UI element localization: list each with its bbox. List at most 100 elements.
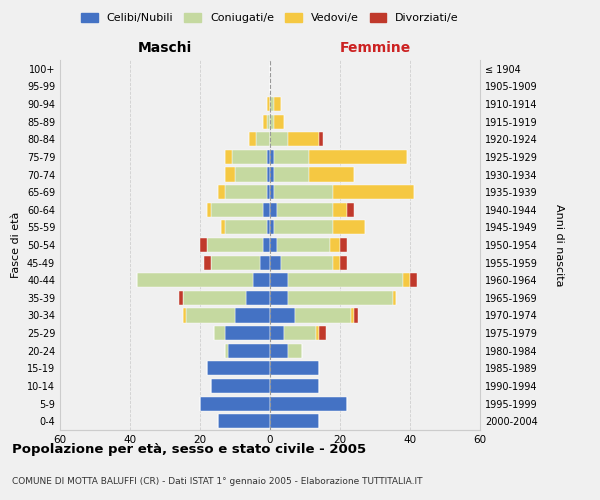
Legend: Celibi/Nubili, Coniugati/e, Vedovi/e, Divorziati/e: Celibi/Nubili, Coniugati/e, Vedovi/e, Di… — [77, 8, 463, 28]
Bar — [270, 291, 287, 305]
Text: Femmine: Femmine — [340, 40, 410, 54]
Bar — [221, 220, 224, 234]
Bar — [256, 132, 270, 146]
Bar — [270, 202, 277, 217]
Bar — [270, 150, 274, 164]
Bar — [340, 256, 347, 270]
Bar — [319, 132, 323, 146]
Bar — [347, 202, 354, 217]
Bar — [354, 308, 358, 322]
Bar — [287, 344, 302, 358]
Bar — [207, 202, 211, 217]
Bar — [270, 326, 284, 340]
Bar — [350, 308, 354, 322]
Bar — [249, 132, 256, 146]
Bar — [266, 114, 270, 128]
Bar — [274, 114, 284, 128]
Bar — [266, 150, 270, 164]
Bar — [274, 97, 281, 111]
Bar — [410, 273, 417, 287]
Bar — [211, 202, 263, 217]
Bar — [277, 238, 329, 252]
Bar — [274, 220, 333, 234]
Bar — [211, 379, 270, 393]
Bar — [200, 238, 207, 252]
Bar — [266, 168, 270, 181]
Bar — [266, 220, 270, 234]
Bar — [403, 273, 410, 287]
Bar — [224, 150, 232, 164]
Bar — [214, 326, 224, 340]
Bar — [207, 362, 270, 376]
Bar — [224, 168, 235, 181]
Bar — [270, 396, 347, 410]
Bar — [270, 114, 274, 128]
Bar — [270, 132, 287, 146]
Bar — [295, 308, 350, 322]
Bar — [137, 273, 253, 287]
Bar — [245, 291, 270, 305]
Bar — [224, 220, 266, 234]
Bar — [270, 344, 287, 358]
Bar — [274, 185, 333, 199]
Bar — [308, 150, 407, 164]
Bar — [270, 379, 319, 393]
Bar — [186, 308, 235, 322]
Bar — [207, 238, 263, 252]
Bar — [319, 326, 326, 340]
Bar — [224, 344, 228, 358]
Bar — [218, 185, 224, 199]
Text: Popolazione per età, sesso e stato civile - 2005: Popolazione per età, sesso e stato civil… — [12, 442, 366, 456]
Bar — [333, 185, 413, 199]
Bar — [270, 273, 287, 287]
Bar — [263, 114, 266, 128]
Bar — [203, 256, 211, 270]
Bar — [200, 396, 270, 410]
Bar — [270, 256, 281, 270]
Bar — [224, 326, 270, 340]
Bar — [274, 150, 308, 164]
Bar — [263, 202, 270, 217]
Bar — [287, 291, 392, 305]
Bar — [270, 168, 274, 181]
Bar — [277, 202, 333, 217]
Bar — [333, 256, 340, 270]
Bar — [179, 291, 182, 305]
Bar — [260, 256, 270, 270]
Bar — [333, 220, 365, 234]
Bar — [270, 185, 274, 199]
Bar — [270, 97, 274, 111]
Bar — [333, 202, 347, 217]
Bar — [287, 273, 403, 287]
Bar — [266, 97, 270, 111]
Bar — [270, 308, 295, 322]
Bar — [329, 238, 340, 252]
Bar — [232, 150, 266, 164]
Bar — [308, 168, 354, 181]
Bar — [182, 291, 245, 305]
Y-axis label: Anni di nascita: Anni di nascita — [554, 204, 565, 286]
Y-axis label: Fasce di età: Fasce di età — [11, 212, 21, 278]
Bar — [235, 168, 266, 181]
Bar — [211, 256, 260, 270]
Text: Maschi: Maschi — [138, 40, 192, 54]
Bar — [287, 132, 319, 146]
Bar — [274, 168, 308, 181]
Bar — [284, 326, 316, 340]
Bar — [218, 414, 270, 428]
Bar — [266, 185, 270, 199]
Bar — [182, 308, 186, 322]
Bar — [235, 308, 270, 322]
Bar — [316, 326, 319, 340]
Bar — [263, 238, 270, 252]
Bar — [270, 220, 274, 234]
Bar — [270, 414, 319, 428]
Bar — [224, 185, 266, 199]
Text: COMUNE DI MOTTA BALUFFI (CR) - Dati ISTAT 1° gennaio 2005 - Elaborazione TUTTITA: COMUNE DI MOTTA BALUFFI (CR) - Dati ISTA… — [12, 476, 422, 486]
Bar — [270, 362, 319, 376]
Bar — [228, 344, 270, 358]
Bar — [281, 256, 333, 270]
Bar — [253, 273, 270, 287]
Bar — [270, 238, 277, 252]
Bar — [340, 238, 347, 252]
